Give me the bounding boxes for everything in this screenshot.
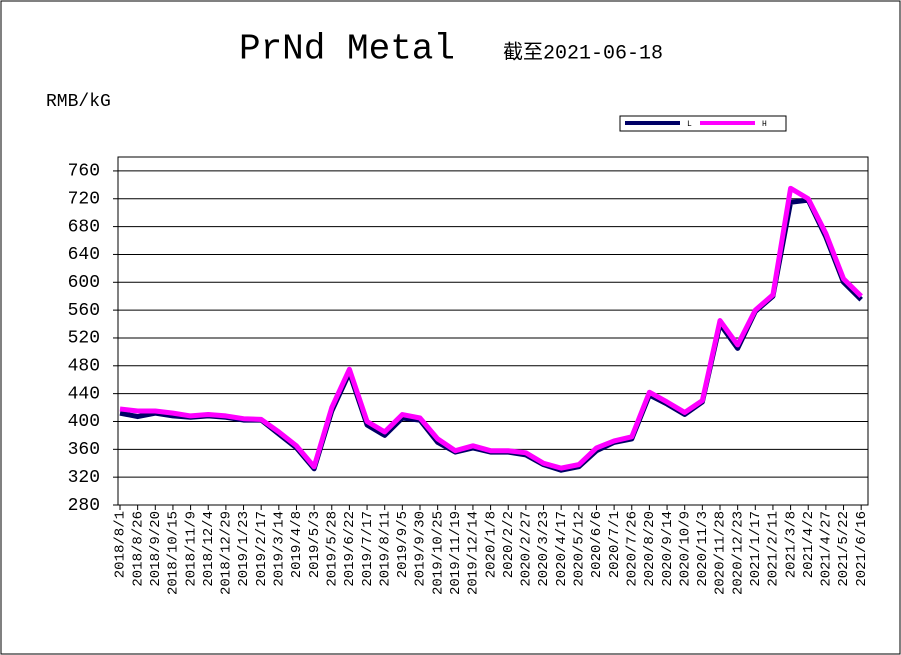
x-tick-label: 2019/8/11 bbox=[377, 511, 393, 587]
x-tick-label: 2020/11/3 bbox=[695, 511, 711, 587]
x-tick-label: 2018/8/26 bbox=[130, 511, 146, 587]
x-tick-label: 2020/7/26 bbox=[624, 511, 640, 587]
x-tick-label: 2020/1/8 bbox=[483, 511, 499, 578]
y-tick-label: 680 bbox=[68, 217, 100, 237]
x-tick-label: 2020/8/20 bbox=[642, 511, 658, 587]
chart-title: PrNd Metal bbox=[239, 29, 455, 70]
x-tick-label: 2018/8/1 bbox=[113, 511, 129, 578]
legend-label: L bbox=[687, 120, 692, 129]
x-tick-label: 2019/7/17 bbox=[360, 511, 376, 587]
x-tick-label: 2021/4/27 bbox=[819, 511, 835, 587]
legend-label: H bbox=[762, 120, 767, 129]
y-tick-label: 760 bbox=[68, 162, 100, 182]
x-tick-label: 2021/5/22 bbox=[836, 511, 852, 587]
y-tick-label: 520 bbox=[68, 329, 100, 349]
x-tick-label: 2019/6/22 bbox=[342, 511, 358, 587]
x-tick-label: 2020/2/27 bbox=[519, 511, 535, 587]
x-tick-label: 2018/11/9 bbox=[183, 511, 199, 587]
y-axis-label: RMB/kG bbox=[46, 92, 111, 112]
y-tick-label: 320 bbox=[68, 468, 100, 488]
x-tick-label: 2020/5/12 bbox=[572, 511, 588, 587]
x-tick-label: 2020/3/23 bbox=[536, 511, 552, 587]
x-tick-label: 2019/10/25 bbox=[430, 511, 446, 595]
chart-subtitle: 截至2021-06-18 bbox=[503, 40, 663, 65]
y-tick-label: 440 bbox=[68, 384, 100, 404]
y-tick-label: 560 bbox=[68, 301, 100, 321]
y-tick-label: 400 bbox=[68, 412, 100, 432]
y-tick-label: 640 bbox=[68, 245, 100, 265]
y-tick-label: 360 bbox=[68, 440, 100, 460]
x-tick-label: 2019/3/14 bbox=[272, 511, 288, 587]
x-tick-label: 2021/1/17 bbox=[748, 511, 764, 587]
x-tick-label: 2020/11/28 bbox=[713, 511, 729, 595]
x-tick-label: 2020/10/9 bbox=[677, 511, 693, 587]
y-tick-label: 600 bbox=[68, 273, 100, 293]
x-tick-label: 2020/4/17 bbox=[554, 511, 570, 587]
x-tick-label: 2018/12/4 bbox=[201, 511, 217, 587]
x-tick-label: 2019/11/19 bbox=[448, 511, 464, 595]
x-tick-label: 2021/2/11 bbox=[766, 511, 782, 587]
x-tick-label: 2018/9/20 bbox=[148, 511, 164, 587]
line-series bbox=[119, 185, 863, 471]
x-tick-label: 2021/4/2 bbox=[801, 511, 817, 578]
x-tick-label: 2018/12/29 bbox=[219, 511, 235, 595]
x-tick-label: 2018/10/15 bbox=[166, 511, 182, 595]
y-tick-label: 480 bbox=[68, 357, 100, 377]
x-tick-label: 2019/1/23 bbox=[236, 511, 252, 587]
x-tick-label: 2020/6/6 bbox=[589, 511, 605, 578]
x-tick-label: 2019/9/5 bbox=[395, 511, 411, 578]
x-tick-label: 2020/12/23 bbox=[730, 511, 746, 595]
y-tick-label: 280 bbox=[68, 496, 100, 516]
x-tick-label: 2020/7/1 bbox=[607, 511, 623, 578]
x-tick-label: 2019/9/30 bbox=[413, 511, 429, 587]
y-tick-label: 720 bbox=[68, 190, 100, 210]
x-tick-label: 2019/5/28 bbox=[324, 511, 340, 587]
x-tick-label: 2019/4/8 bbox=[289, 511, 305, 578]
x-tick-label: 2019/12/14 bbox=[466, 511, 482, 595]
x-tick-label: 2020/9/14 bbox=[660, 511, 676, 587]
x-tick-label: 2021/6/16 bbox=[854, 511, 870, 587]
x-tick-label: 2019/2/17 bbox=[254, 511, 270, 587]
x-tick-label: 2019/5/3 bbox=[307, 511, 323, 578]
x-tick-label: 2021/3/8 bbox=[783, 511, 799, 578]
x-tick-label: 2020/2/2 bbox=[501, 511, 517, 578]
